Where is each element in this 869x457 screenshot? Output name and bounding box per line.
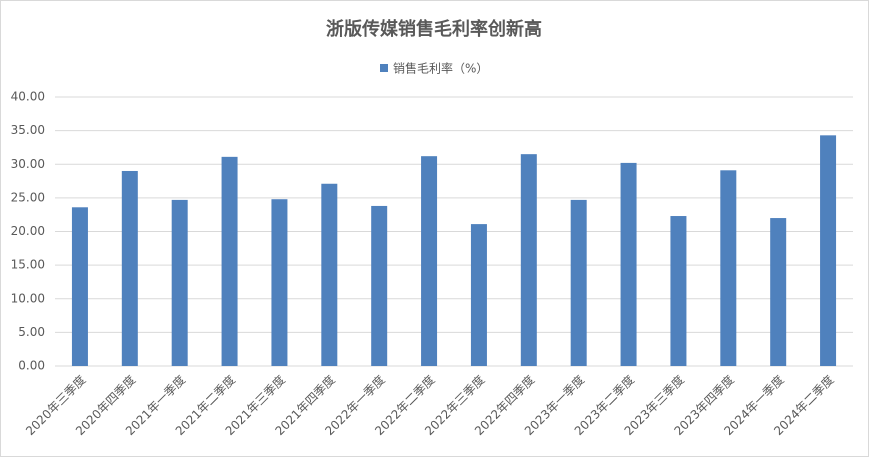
bar bbox=[271, 199, 288, 366]
bar bbox=[570, 199, 587, 366]
y-tick-label: 0.00 bbox=[18, 359, 45, 373]
y-tick-label: 5.00 bbox=[18, 325, 45, 339]
legend-label: 销售毛利率（%） bbox=[393, 61, 488, 76]
legend-swatch bbox=[380, 64, 388, 72]
bar bbox=[670, 216, 687, 366]
y-tick-label: 15.00 bbox=[11, 258, 45, 272]
y-tick-label: 35.00 bbox=[11, 123, 45, 137]
bar bbox=[371, 205, 388, 366]
bar bbox=[620, 162, 637, 366]
bar bbox=[770, 218, 787, 366]
y-tick-label: 25.00 bbox=[11, 190, 45, 204]
bar bbox=[820, 135, 837, 366]
bar bbox=[720, 170, 737, 366]
bar bbox=[121, 170, 138, 366]
bar bbox=[221, 156, 238, 366]
bar bbox=[421, 156, 438, 366]
chart-title: 浙版传媒销售毛利率创新高 bbox=[326, 18, 542, 40]
bar bbox=[470, 224, 487, 366]
y-tick-label: 20.00 bbox=[11, 224, 45, 238]
bar bbox=[321, 183, 338, 366]
bar bbox=[71, 207, 88, 366]
y-tick-label: 10.00 bbox=[11, 291, 45, 305]
bar bbox=[171, 199, 188, 366]
y-tick-label: 30.00 bbox=[11, 157, 45, 171]
bar bbox=[520, 154, 537, 366]
y-tick-label: 40.00 bbox=[11, 90, 45, 104]
